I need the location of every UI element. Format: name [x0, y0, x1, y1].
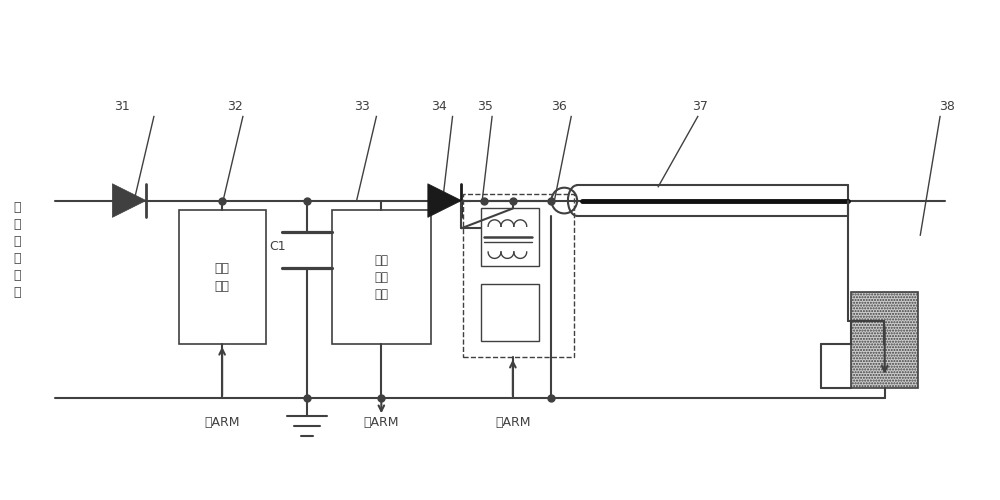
Polygon shape: [428, 184, 461, 218]
Text: 38: 38: [939, 100, 955, 112]
Text: 去ARM: 去ARM: [364, 416, 399, 429]
Text: 电压
测量
模块: 电压 测量 模块: [374, 254, 388, 300]
Bar: [851, 292, 918, 388]
Bar: [481, 208, 539, 266]
Text: 34: 34: [431, 100, 447, 112]
Bar: [332, 210, 431, 344]
Text: 32: 32: [227, 100, 243, 112]
Polygon shape: [112, 184, 146, 218]
Text: 31: 31: [114, 100, 130, 112]
Text: 可
调
直
流
输
入: 可 调 直 流 输 入: [14, 201, 21, 299]
Text: 33: 33: [354, 100, 369, 112]
Text: 35: 35: [477, 100, 493, 112]
Bar: [179, 210, 266, 344]
Bar: [481, 284, 539, 341]
Text: 36: 36: [551, 100, 567, 112]
Text: 37: 37: [692, 100, 708, 112]
Text: 泄放
模块: 泄放 模块: [215, 262, 230, 292]
Text: 自ARM: 自ARM: [204, 416, 240, 429]
Bar: [463, 194, 574, 357]
Text: 自ARM: 自ARM: [495, 416, 531, 429]
Text: C1: C1: [269, 240, 285, 253]
